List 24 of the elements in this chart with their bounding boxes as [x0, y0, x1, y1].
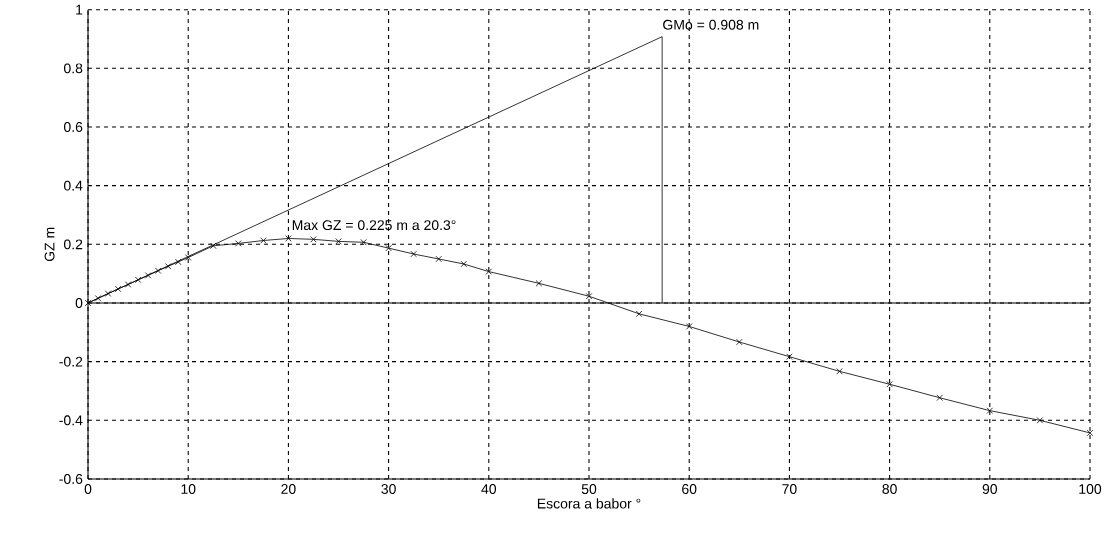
x-tick-label: 80: [882, 484, 897, 495]
y-tick-label: 1: [76, 4, 83, 15]
x-tick-label: 60: [682, 484, 697, 495]
x-tick-label: 20: [281, 484, 296, 495]
x-tick-label: 50: [581, 484, 597, 495]
y-axis-title: GZ m: [44, 227, 55, 262]
annotation: Max GZ = 0.225 m a 20.3°: [292, 220, 456, 231]
y-tick-label: 0: [75, 298, 83, 308]
y-tick-label: -0.2: [59, 356, 83, 367]
y-tick-label: 0.8: [63, 63, 83, 74]
x-tick-label: 30: [381, 484, 396, 495]
x-tick-label: 100: [1079, 484, 1102, 495]
x-tick-label: 10: [181, 484, 196, 495]
y-tick-label: 0.6: [63, 122, 83, 132]
y-tick-label: -0.6: [59, 474, 83, 484]
x-tick-label: 40: [481, 484, 497, 495]
x-tick-label: 0: [84, 484, 92, 495]
y-tick-label: 0.4: [63, 180, 83, 191]
y-tick-label: 0.2: [63, 239, 83, 250]
annotation: GMo = 0.908 m: [663, 19, 759, 30]
x-axis-title: Escora a babor °: [537, 498, 641, 509]
x-tick-label: 70: [782, 484, 797, 495]
x-tick-label: 90: [982, 484, 998, 495]
y-tick-label: -0.4: [59, 415, 83, 426]
